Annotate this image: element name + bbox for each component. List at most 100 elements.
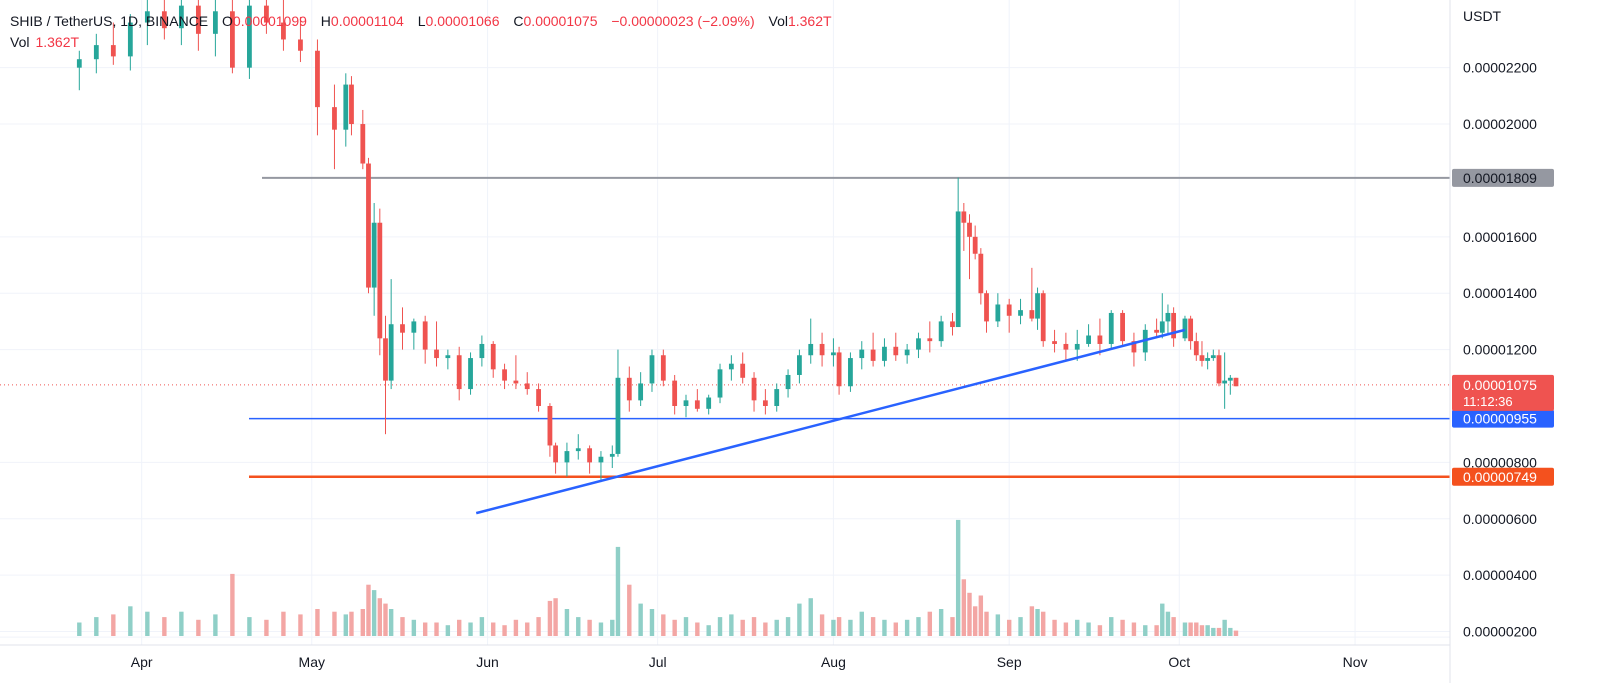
last-price-tag — [1452, 374, 1554, 411]
open-value: 0.00001099 — [232, 13, 307, 29]
volume-bar — [984, 611, 989, 636]
volume-bar — [615, 546, 621, 636]
trendline[interactable] — [475, 328, 1186, 515]
volume-bar — [343, 614, 348, 636]
candle-body — [717, 369, 723, 398]
candle-body — [859, 349, 865, 359]
candle-body — [76, 59, 82, 68]
candle-body — [502, 369, 507, 381]
volume-bar — [576, 617, 581, 636]
change-value: −0.00000023 (−2.09%) — [611, 13, 755, 29]
volume-bar — [371, 590, 377, 636]
volume-bar — [247, 617, 252, 636]
candle-body — [1006, 304, 1012, 316]
volume-bars — [77, 519, 1239, 636]
candle-body — [950, 321, 955, 328]
volume-bar — [434, 622, 439, 636]
candle-body — [575, 448, 581, 452]
volume-bar — [797, 603, 802, 636]
volume-bar — [128, 606, 133, 636]
volume-bar — [972, 606, 978, 636]
volume-bar — [264, 619, 269, 636]
candle-body — [1063, 343, 1069, 350]
close-label: C — [513, 13, 524, 29]
y-tick-label: 0.00002000 — [1463, 116, 1537, 132]
support-blue-tag-label: 0.00000955 — [1463, 411, 1537, 427]
volume-bar — [961, 579, 967, 636]
candle-body — [1222, 380, 1228, 384]
volume-bar — [1029, 606, 1035, 636]
candle-body — [882, 346, 887, 361]
candle-body — [797, 355, 802, 375]
candle-body — [298, 39, 303, 51]
candle-body — [388, 324, 394, 381]
volume-bar — [111, 614, 116, 636]
candle-body — [694, 400, 700, 409]
volume-bar — [1188, 622, 1193, 636]
x-tick-label: Apr — [131, 654, 153, 670]
ohlc-row: SHIB / TetherUS, 1D, BINANCE O0.00001099… — [10, 11, 832, 32]
candle-body — [1188, 318, 1194, 342]
trendline-group[interactable] — [475, 328, 1186, 515]
candle-body — [360, 124, 366, 164]
volume-bar — [145, 611, 150, 636]
volume-bar — [457, 619, 462, 636]
volume-bar — [751, 617, 757, 636]
support-orange-tag-label: 0.00000749 — [1463, 469, 1537, 485]
volume-bar — [502, 625, 507, 636]
horizontal-levels[interactable] — [0, 176, 1450, 479]
volume-bar — [513, 619, 519, 636]
volume-bar — [281, 611, 286, 636]
volume-bar — [598, 622, 604, 636]
volume-bar — [162, 617, 167, 636]
candle-body — [1171, 312, 1177, 339]
volume-bar — [638, 603, 643, 636]
last-price-label: 0.00001075 — [1463, 377, 1537, 393]
candle-body — [564, 451, 570, 463]
candle-body — [400, 324, 405, 333]
candle-body — [955, 211, 961, 328]
volume-bar — [196, 619, 201, 636]
candle-body — [445, 355, 451, 359]
volume-bar — [1120, 619, 1125, 636]
volume-bar — [683, 617, 689, 636]
volume-bar — [94, 617, 99, 636]
volume-bar — [836, 617, 842, 636]
volume-bar — [230, 573, 235, 636]
volume-bar — [1109, 617, 1114, 636]
candle-body — [938, 321, 944, 342]
candle-body — [1216, 355, 1222, 384]
volume-bar — [587, 619, 592, 636]
y-tick-label: 0.00001200 — [1463, 342, 1537, 358]
volume-bar — [1075, 619, 1080, 636]
candle-body — [1086, 335, 1091, 344]
volume-bar — [1228, 627, 1233, 636]
y-tick-label: 0.00000600 — [1463, 511, 1537, 527]
volume-bar — [1143, 625, 1148, 636]
candle-body — [1154, 329, 1160, 333]
time-axis[interactable]: Apr May Jun Jul Aug Sep Oct Nov — [131, 654, 1368, 670]
x-tick-label: Jul — [649, 654, 667, 670]
candle-body — [972, 236, 978, 254]
candle-body — [649, 355, 655, 384]
volume-bar — [383, 603, 388, 636]
candle-body — [587, 448, 593, 463]
candle-body — [598, 456, 604, 463]
volume-bar — [831, 619, 836, 636]
volume-row: Vol 1.362T — [10, 32, 832, 53]
candle-body — [672, 380, 678, 406]
volume-bar — [1097, 625, 1103, 636]
candle-body — [479, 343, 485, 359]
volume-bar — [1131, 622, 1137, 636]
candle-body — [1108, 312, 1114, 344]
price-axis[interactable]: USDT 0.00002200 0.00002000 0.00001600 0.0000… — [0, 0, 1537, 683]
candle-body — [1199, 355, 1205, 361]
candle-body — [127, 22, 133, 57]
resistance-tag-label: 0.00001809 — [1463, 170, 1537, 186]
x-tick-label: Jun — [476, 654, 499, 670]
volume-bar — [1035, 609, 1040, 636]
currency-label: USDT — [1463, 8, 1502, 24]
candle-body — [230, 11, 235, 68]
